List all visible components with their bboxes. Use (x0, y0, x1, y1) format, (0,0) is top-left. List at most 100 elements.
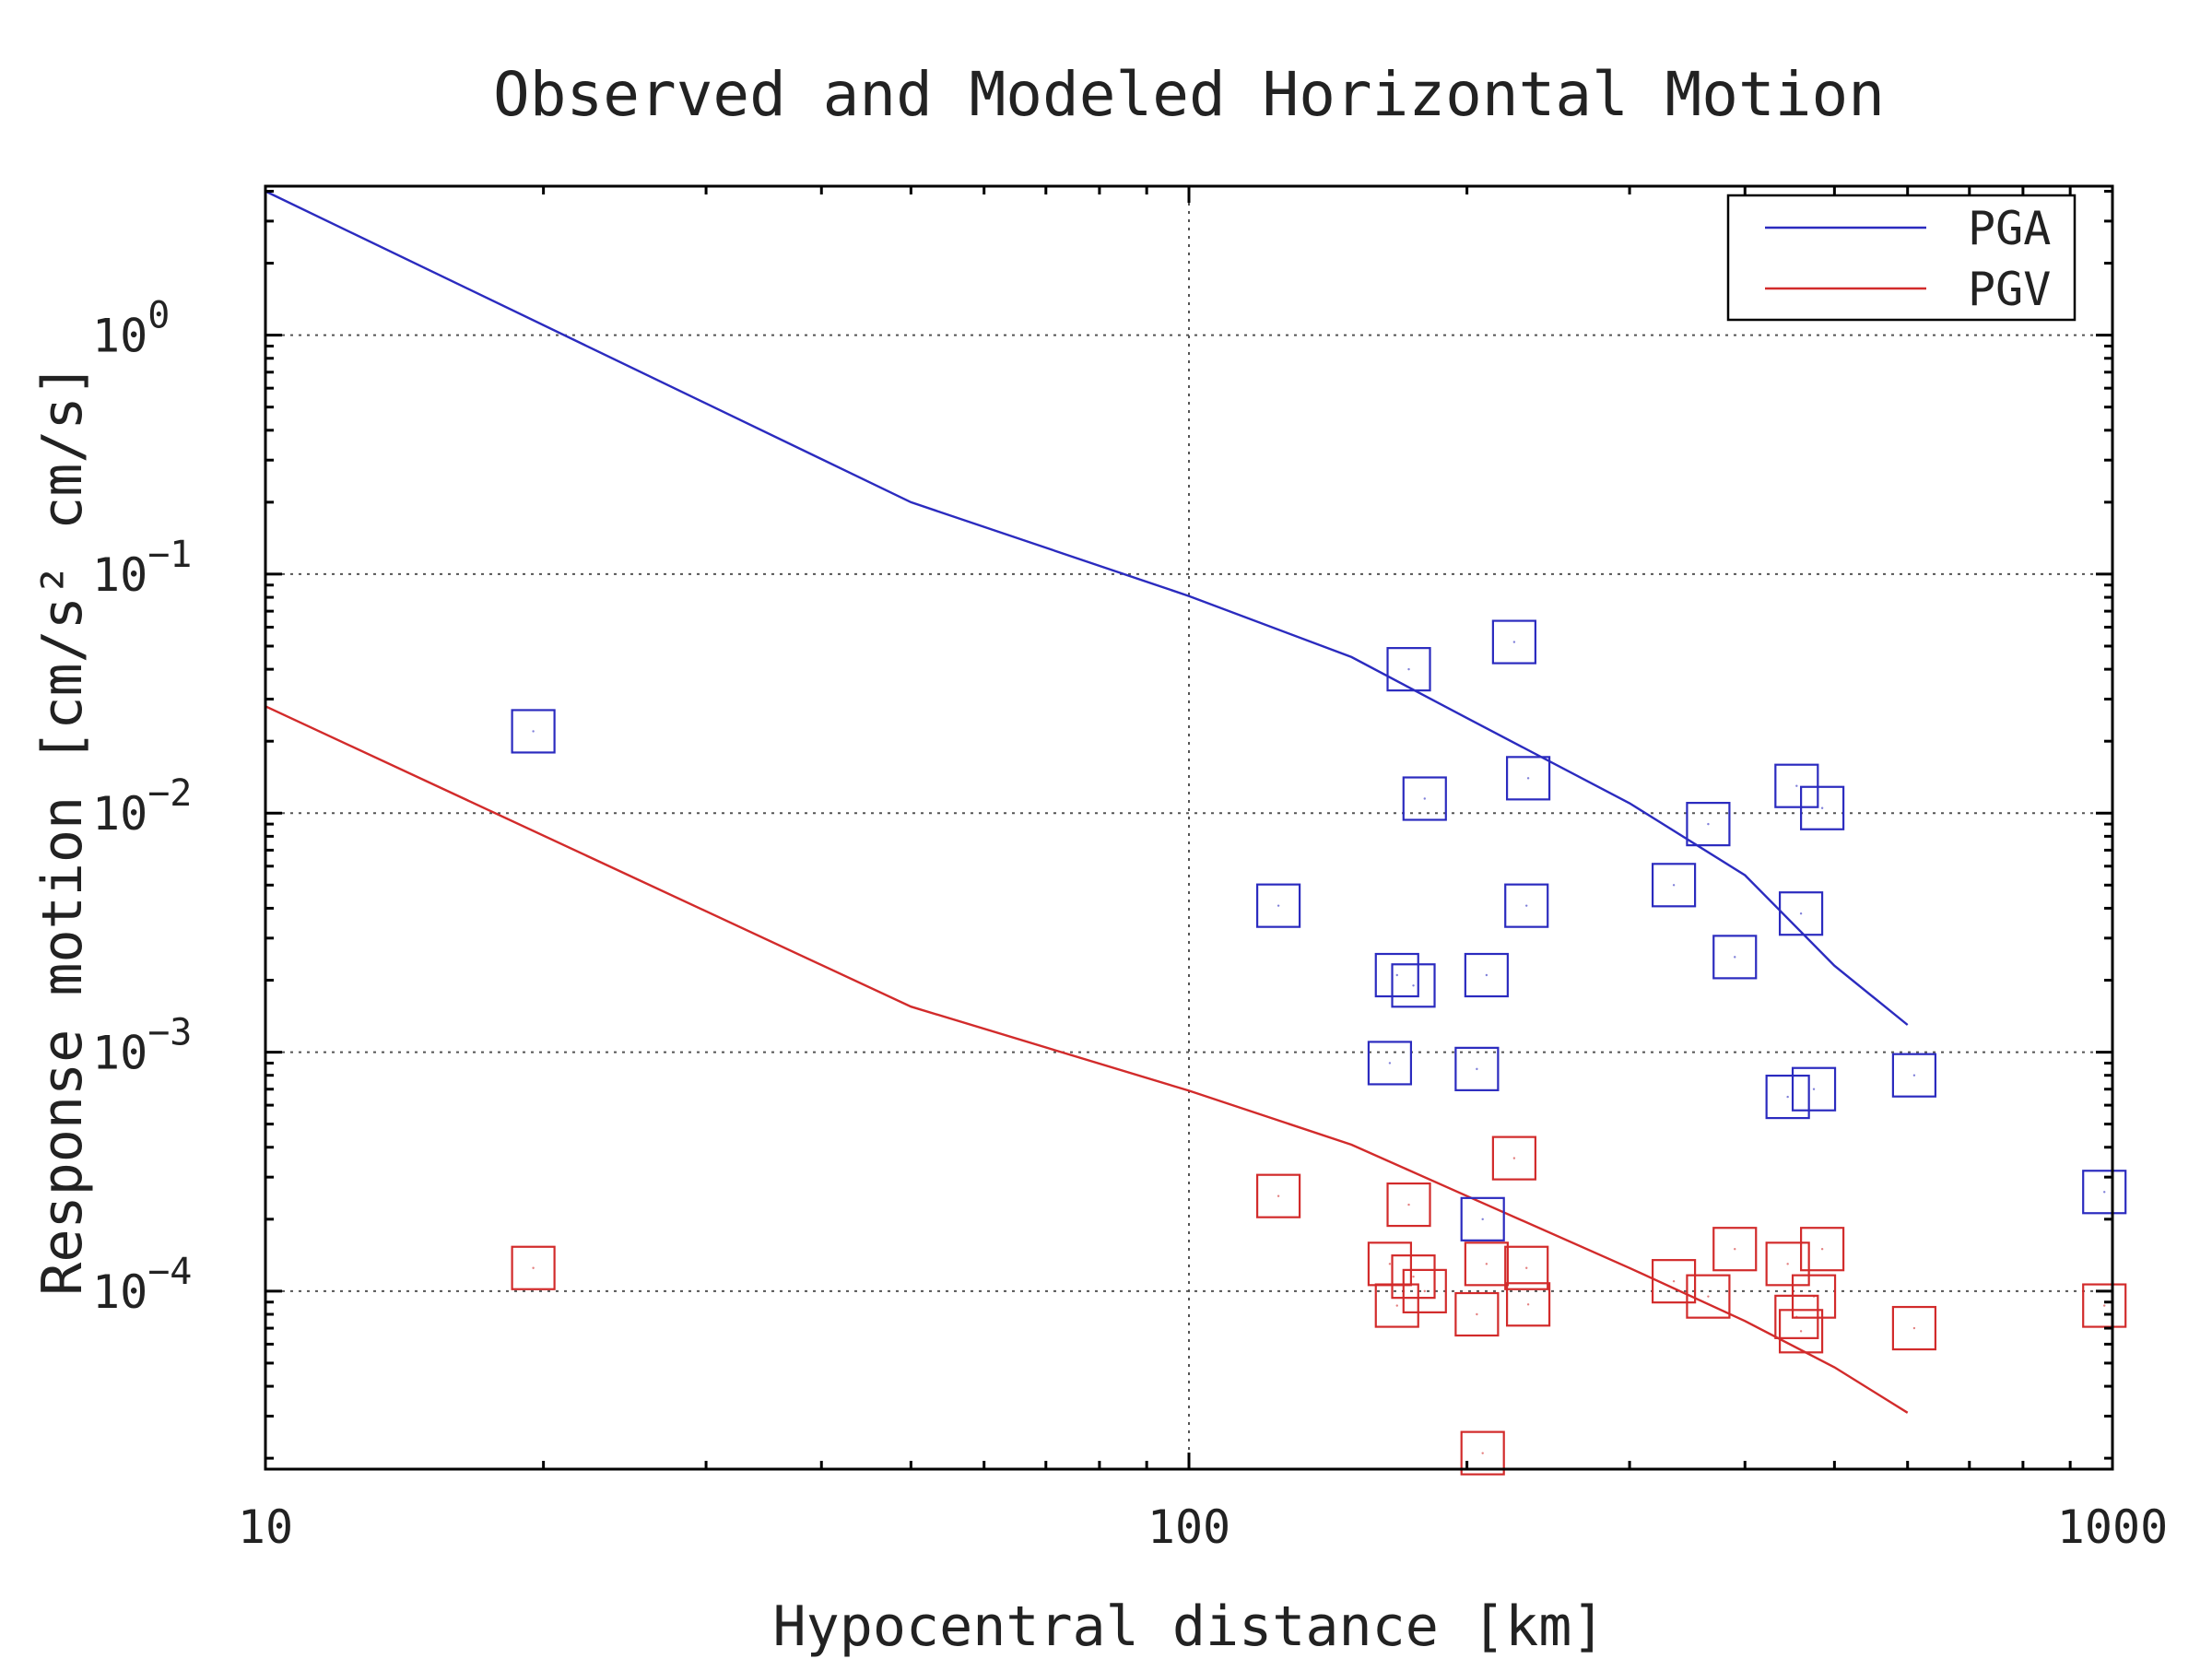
pgv-observed-point (1386, 1182, 1431, 1228)
pgv-observed-center (1512, 1157, 1516, 1159)
pgv-observed-center (1277, 1194, 1280, 1197)
y-tick-label: 100 (92, 295, 170, 363)
pga-observed-center (1799, 912, 1803, 915)
legend-label-pgv: PGV (1968, 263, 2051, 316)
pgv-observed-point (1778, 1309, 1824, 1354)
pgv-observed-center (1476, 1312, 1478, 1316)
pgv-observed-center (1820, 1248, 1824, 1251)
pga-observed-point (2082, 1170, 2127, 1215)
pgv-observed-center (1485, 1263, 1488, 1265)
pga-observed-center (1820, 806, 1824, 809)
pga-model-line (265, 190, 1909, 1026)
y-tick-label: 10−4 (92, 1251, 192, 1319)
pga-observed-center (1525, 904, 1528, 907)
pga-observed-point (511, 709, 556, 754)
pgv-observed-point (1765, 1241, 1810, 1287)
y-tick-label: 10−3 (92, 1012, 192, 1080)
pga-observed-point (1464, 952, 1509, 998)
pgv-observed-center (1412, 1275, 1415, 1278)
pga-observed-point (1374, 952, 1419, 998)
pga-observed-center (2103, 1191, 2106, 1194)
x-tick-label: 100 (1147, 1500, 1230, 1554)
pgv-observed-point (1791, 1274, 1837, 1319)
pgv-observed-point (1505, 1282, 1551, 1327)
pga-observed-center (532, 730, 535, 733)
chart-title: Observed and Modeled Horizontal Motion (493, 59, 1885, 130)
pgv-observed-point (511, 1245, 556, 1290)
axis-ticks (264, 186, 2114, 1469)
pgv-observed-center (1525, 1266, 1528, 1269)
pgv-observed-point (1686, 1274, 1731, 1319)
pga-observed-point (1454, 1046, 1500, 1091)
pgv-observed-center (1786, 1263, 1789, 1265)
gridlines (265, 186, 2112, 1469)
pga-observed-point (1504, 883, 1549, 928)
pga-observed-center (1672, 884, 1676, 887)
legend-box (1726, 194, 2077, 322)
pga-observed-point (1791, 1066, 1837, 1112)
legend: PGA PGV (1726, 194, 2077, 322)
pga-observed-point (1460, 1196, 1505, 1241)
pgv-observed-point (1402, 1268, 1447, 1313)
pgv-observed-center (1812, 1295, 1816, 1298)
pgv-observed-point (1651, 1259, 1697, 1304)
model-lines (265, 190, 1909, 1414)
pga-observed-center (1481, 1218, 1484, 1221)
pgv-observed-center (1799, 1330, 1803, 1333)
pgv-observed-center (1423, 1289, 1426, 1293)
pgv-observed-center (1407, 1203, 1410, 1206)
pgv-observed-center (1388, 1263, 1392, 1265)
pga-observed-point (1391, 963, 1436, 1008)
pga-observed-point (1505, 756, 1551, 801)
x-tick-label: 1000 (2057, 1500, 2168, 1554)
pgv-observed-center (2103, 1304, 2106, 1307)
y-tick-label: 10−2 (92, 772, 192, 841)
pgv-observed-point (1454, 1291, 1500, 1337)
pga-observed-point (1891, 1053, 1937, 1098)
pga-observed-point (1386, 647, 1431, 692)
pgv-observed-point (1891, 1305, 1937, 1351)
pga-observed-point (1800, 785, 1845, 830)
pga-observed-center (1388, 1062, 1392, 1065)
pga-observed-center (1912, 1074, 1916, 1077)
pgv-observed-point (1374, 1283, 1419, 1328)
pga-observed-center (1734, 956, 1736, 959)
y-tick-label: 10−1 (92, 534, 192, 602)
pgv-observed-point (1712, 1227, 1758, 1272)
x-tick-labels: 10 100 1000 (238, 1500, 2168, 1554)
pgv-observed-center (1707, 1295, 1710, 1298)
pga-observed-point (1491, 619, 1536, 665)
pgv-observed-center (1481, 1452, 1484, 1454)
pgv-observed-point (1504, 1245, 1549, 1290)
pga-observed-center (1476, 1067, 1478, 1071)
pgv-observed-point (1800, 1227, 1845, 1272)
pgv-observed-point (1464, 1241, 1509, 1287)
pgv-observed-center (1526, 1303, 1530, 1306)
pga-observed-point (1712, 935, 1758, 980)
pga-observed-center (1407, 667, 1410, 671)
pgv-observed-point (1391, 1254, 1436, 1300)
pgv-observed-point (1460, 1430, 1505, 1476)
legend-label-pga: PGA (1968, 202, 2051, 255)
pga-observed-point (1686, 802, 1731, 847)
pga-observed-center (1423, 797, 1426, 800)
observed-markers (511, 619, 2127, 1476)
pga-observed-center (1485, 973, 1488, 977)
pga-observed-center (1786, 1095, 1789, 1099)
pga-observed-point (1765, 1074, 1810, 1120)
pga-observed-point (1402, 776, 1447, 821)
pga-observed-center (1395, 973, 1398, 977)
y-axis-label: Response motion [cm/s² cm/s] (30, 363, 95, 1295)
pgv-observed-center (532, 1266, 535, 1269)
pga-observed-point (1778, 891, 1824, 936)
x-tick-label: 10 (238, 1500, 293, 1554)
pgv-observed-center (1395, 1304, 1398, 1307)
x-axis-label: Hypocentral distance [km] (772, 1594, 1605, 1659)
pgv-observed-point (1491, 1135, 1536, 1181)
pga-observed-point (1367, 1041, 1413, 1086)
pga-observed-center (1812, 1088, 1816, 1090)
pgv-observed-center (1912, 1326, 1916, 1330)
pgv-observed-point (1256, 1173, 1301, 1218)
y-tick-labels: 100 10−1 10−2 10−3 10−4 (92, 295, 192, 1319)
pga-observed-center (1512, 641, 1516, 643)
